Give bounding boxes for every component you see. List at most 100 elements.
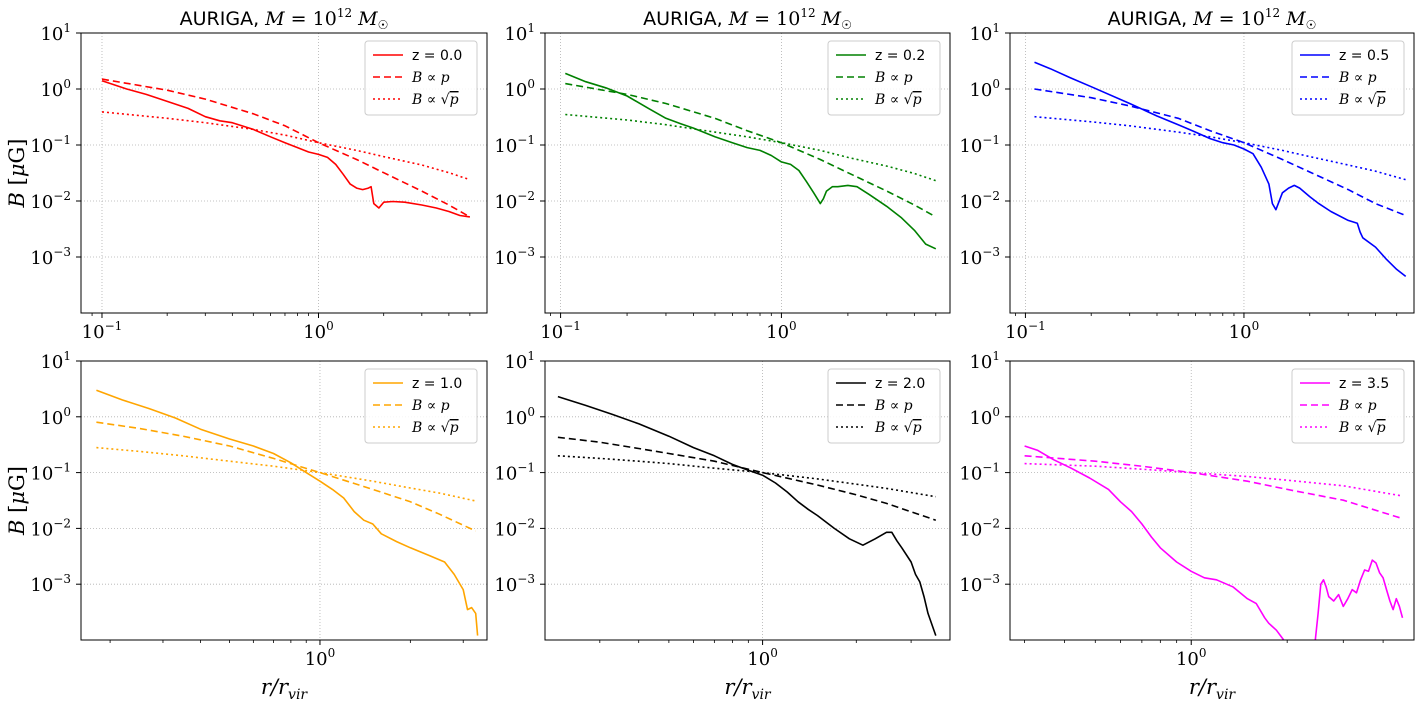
legend-label-2: B ∝ p: [1338, 70, 1377, 86]
y-tick-label: 100: [969, 405, 1000, 429]
plot-frame: [544, 32, 951, 314]
legend-label-3: B ∝ √p: [874, 420, 922, 436]
legend-box: [364, 40, 478, 116]
chart-panel-3: 10−1 100 101 100 10−1 10−2 10−3 AURIGA, M = 101…: [959, 6, 1415, 343]
y-tick-label: 101: [969, 349, 1000, 373]
y-tick-label: 100: [504, 405, 535, 429]
x-tick-label: 10−1: [540, 319, 581, 343]
y-tick-label: 10−3: [30, 245, 71, 269]
legend-label-2: B ∝ p: [874, 398, 913, 414]
y-tick-label: 101: [504, 349, 535, 373]
y-tick-label: 10−1: [30, 133, 71, 157]
chart-panel-4: 100 101 100 10−1 10−2 10−3 B [μG] r/rvir z = 1.0…: [5, 349, 488, 702]
plot-frame: [544, 360, 951, 641]
legend-box: [1291, 40, 1405, 116]
legend-label-2: B ∝ p: [411, 398, 450, 414]
y-axis-label: B [μG]: [5, 466, 29, 536]
x-tick-label: 100: [766, 319, 797, 343]
x-tick-label: 100: [303, 319, 334, 343]
chart-panel-2: 10−1 100 101 100 10−1 10−2 10−3 AURIGA, M = 101…: [494, 6, 951, 343]
series-line-2: [1034, 88, 1406, 217]
series-line-3: [101, 111, 471, 181]
chart-panel-6: 100 101 100 10−1 10−2 10−3 r/rvir z = 3.5 B ∝ p B…: [959, 349, 1415, 702]
y-tick-label: 10−1: [959, 461, 1000, 485]
y-tick-label: 10−3: [494, 245, 535, 269]
series-line-3: [565, 113, 937, 182]
series-line-1-seg1: [1024, 445, 1285, 640]
series-line-1: [557, 395, 937, 636]
series-line-3: [96, 446, 476, 502]
y-tick-label: 10−3: [30, 572, 71, 596]
legend-label-1: z = 1.0: [412, 376, 462, 392]
plot-frame: [1009, 32, 1415, 314]
legend: z = 2.0 B ∝ p B ∝ √p: [827, 368, 941, 444]
series-line-1: [1034, 61, 1407, 278]
y-tick-label: 10−2: [959, 516, 1000, 540]
series-line-1: [564, 72, 937, 250]
y-axis-label: B [μG]: [5, 139, 29, 209]
y-tick-label: 10−2: [494, 189, 535, 213]
series-line-1: [101, 80, 471, 218]
x-tick-label: 10−1: [1005, 319, 1046, 343]
y-tick-label: 100: [504, 77, 535, 101]
y-tick-label: 10−3: [959, 245, 1000, 269]
y-tick-label: 10−3: [494, 572, 535, 596]
legend-label-1: z = 0.0: [412, 48, 462, 64]
series-line-2: [1024, 455, 1403, 520]
y-tick-label: 10−2: [959, 189, 1000, 213]
series-line-3: [1034, 115, 1406, 181]
series-line-3: [1024, 462, 1403, 497]
x-axis-label: r/rvir: [724, 675, 772, 702]
legend-label-2: B ∝ p: [411, 70, 450, 86]
x-tick-label: 100: [1229, 319, 1260, 343]
series-line-1-seg2: [1314, 559, 1404, 640]
legend-label-2: B ∝ p: [1338, 398, 1377, 414]
x-axis-label: r/rvir: [1189, 675, 1237, 702]
y-tick-label: 101: [504, 21, 535, 45]
chart-title: AURIGA, M = 1012 M☉: [1108, 6, 1317, 32]
series-line-3: [557, 455, 936, 498]
series-line-2: [565, 82, 937, 218]
legend-box: [1291, 368, 1405, 444]
y-tick-label: 101: [969, 21, 1000, 45]
plot-frame: [80, 360, 488, 641]
chart-title: AURIGA, M = 1012 M☉: [180, 6, 389, 32]
legend-label-3: B ∝ √p: [411, 420, 459, 436]
y-tick-label: 10−1: [494, 133, 535, 157]
chart-panel-5: 100 101 100 10−1 10−2 10−3 r/rvir z = 2.0 B ∝ p B…: [494, 349, 951, 702]
legend-label-1: z = 3.5: [1339, 376, 1389, 392]
x-tick-label: 100: [1176, 646, 1207, 670]
y-tick-label: 101: [40, 21, 71, 45]
y-tick-label: 101: [40, 349, 71, 373]
x-tick-label: 100: [747, 646, 778, 670]
legend-label-1: z = 2.0: [875, 376, 925, 392]
plot-frame: [1009, 360, 1415, 641]
y-tick-label: 10−1: [959, 133, 1000, 157]
x-tick-label: 100: [305, 646, 336, 670]
y-tick-label: 10−1: [494, 461, 535, 485]
x-tick-label: 10−1: [82, 319, 123, 343]
y-tick-label: 10−2: [30, 516, 71, 540]
plot-frame: [80, 32, 488, 314]
y-tick-label: 10−1: [30, 461, 71, 485]
y-tick-label: 100: [40, 405, 71, 429]
y-tick-label: 100: [969, 77, 1000, 101]
legend: z = 3.5 B ∝ p B ∝ √p: [1291, 368, 1405, 444]
legend-label-3: B ∝ √p: [411, 92, 459, 108]
series-line-2: [557, 436, 937, 521]
series-line-2: [101, 78, 471, 218]
legend-box: [364, 368, 478, 444]
legend-label-3: B ∝ √p: [1338, 420, 1386, 436]
legend: z = 0.5 B ∝ p B ∝ √p: [1291, 40, 1405, 116]
legend-label-3: B ∝ √p: [1338, 92, 1386, 108]
y-tick-label: 100: [40, 77, 71, 101]
legend-box: [827, 368, 941, 444]
x-axis-label: r/rvir: [261, 675, 309, 702]
legend-box: [827, 40, 941, 116]
legend: z = 0.0 B ∝ p B ∝ √p: [364, 40, 478, 116]
y-tick-label: 10−3: [959, 572, 1000, 596]
legend-label-3: B ∝ √p: [874, 92, 922, 108]
chart-panel-1: 10−1 100 101 100 10−1 10−2 10−3 AURIGA, M = 101…: [5, 6, 488, 343]
series-line-1: [96, 389, 479, 636]
